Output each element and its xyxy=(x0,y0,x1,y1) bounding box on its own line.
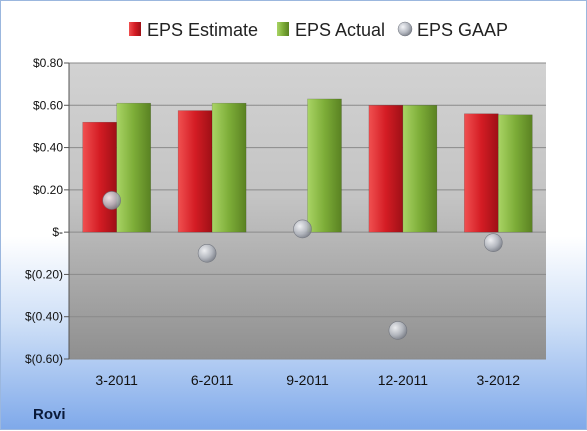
point-eps-gaap xyxy=(102,191,121,210)
y-tick-label: $0.40 xyxy=(33,141,63,155)
x-tick-label: 9-2011 xyxy=(286,372,329,388)
x-tick-label: 3-2012 xyxy=(477,372,521,388)
bar-eps-actual xyxy=(498,114,533,233)
legend-label: EPS Estimate xyxy=(147,20,258,40)
legend-label: EPS GAAP xyxy=(417,20,508,40)
legend-swatch xyxy=(129,22,141,36)
y-tick-label: $(0.40) xyxy=(25,310,63,324)
point-eps-gaap xyxy=(388,321,408,340)
bar-eps-actual xyxy=(307,98,342,233)
bar-eps-estimate xyxy=(82,121,117,233)
y-tick-label: $0.80 xyxy=(33,56,63,70)
x-tick-label: 12-2011 xyxy=(378,372,429,388)
y-tick-label: $0.20 xyxy=(33,183,63,197)
y-tick-label: $- xyxy=(52,225,63,239)
legend: EPS Estimate EPS Actual EPS GAAP xyxy=(129,20,508,40)
point-eps-gaap xyxy=(293,219,312,239)
point-eps-gaap xyxy=(483,233,503,253)
bar-eps-actual xyxy=(116,102,151,233)
x-tick-label: 6-2011 xyxy=(191,372,234,388)
y-tick-label: $(0.20) xyxy=(25,267,63,281)
x-tick-label: 3-2011 xyxy=(95,372,138,388)
point-eps-gaap xyxy=(197,243,217,263)
legend-swatch xyxy=(277,22,289,36)
bar-eps-estimate xyxy=(464,113,499,233)
y-tick-label: $(0.60) xyxy=(25,352,63,366)
legend-swatch xyxy=(397,21,413,37)
bar-eps-actual xyxy=(402,105,438,233)
bar-eps-estimate xyxy=(177,110,213,233)
bar-eps-estimate xyxy=(368,105,404,233)
y-tick-label: $0.60 xyxy=(33,98,63,112)
legend-label: EPS Actual xyxy=(295,20,385,40)
company-name: Rovi xyxy=(33,406,66,423)
bar-eps-actual xyxy=(211,102,247,233)
